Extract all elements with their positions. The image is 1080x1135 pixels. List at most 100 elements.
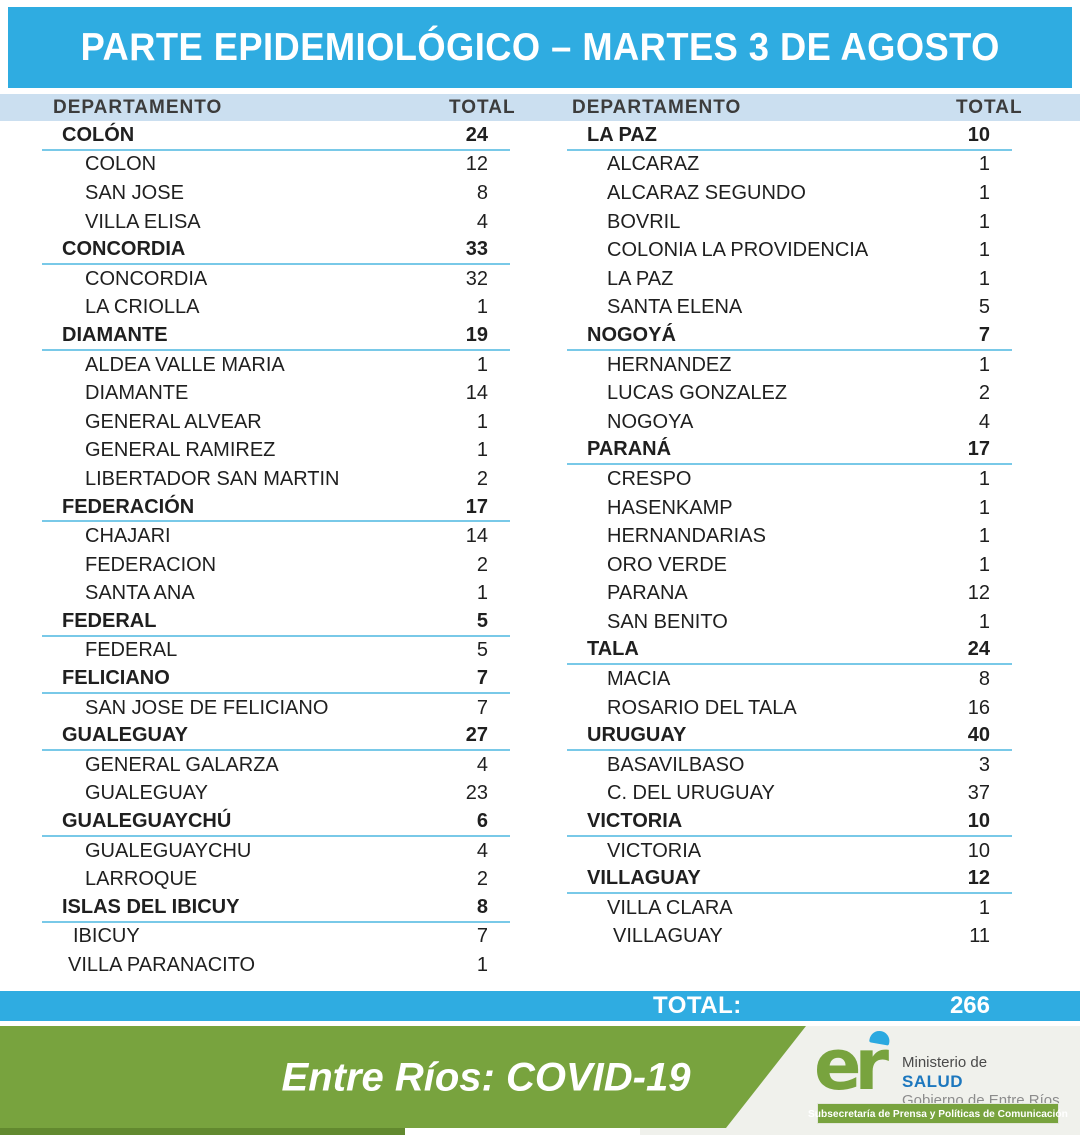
locality-name: GUALEGUAY [85,782,208,805]
locality-name: VICTORIA [607,839,702,862]
locality-name: ALCARAZ SEGUNDO [607,181,806,204]
footer-green-banner [0,1026,806,1128]
locality-total: 1 [476,296,488,319]
locality-name: CONCORDIA [85,267,208,290]
locality-name: NOGOYA [607,410,694,433]
locality-row: ALCARAZ 1 [567,151,1012,180]
locality-total: 1 [978,210,990,233]
department-total: 7 [476,667,488,690]
footer-slogan: Entre Ríos: COVID-19 [281,1055,691,1100]
department-total: 24 [465,123,488,146]
title-banner: PARTE EPIDEMIOLÓGICO – MARTES 3 DE AGOST… [8,7,1072,88]
department-name: GUALEGUAY [62,724,188,747]
locality-name: C. DEL URUGUAY [607,782,775,805]
locality-row: IBICUY 7 [42,923,510,952]
locality-total: 1 [476,439,488,462]
department-name: TALA [587,638,639,661]
locality-row: GUALEGUAYCHU 4 [42,837,510,866]
locality-name: LUCAS GONZALEZ [607,382,788,405]
department-name: DIAMANTE [62,323,168,346]
locality-name: LA CRIOLLA [85,296,200,319]
locality-row: LARROQUE 2 [42,865,510,894]
grand-total-bar: TOTAL: 266 [0,991,1080,1021]
department-name: FELICIANO [62,667,170,690]
department-name: FEDERAL [62,609,157,632]
department-total: 27 [465,724,488,747]
locality-total: 4 [476,753,488,776]
locality-total: 1 [978,553,990,576]
department-name: URUGUAY [587,724,687,747]
ministry-line2: SALUD [902,1071,964,1091]
department-name: PARANÁ [587,438,672,461]
locality-total: 14 [465,525,488,548]
locality-total: 1 [978,896,990,919]
department-name: NOGOYÁ [587,323,676,346]
ministry-line1: Ministerio de [902,1054,988,1071]
locality-row: ALDEA VALLE MARIA 1 [42,351,510,380]
department-name: COLÓN [62,123,135,146]
locality-name: GENERAL ALVEAR [85,410,262,433]
locality-total: 1 [978,181,990,204]
locality-total: 4 [476,210,488,233]
department-name: VILLAGUAY [587,867,701,890]
department-total: 33 [465,238,488,261]
department-row: GUALEGUAY 27 [42,722,510,752]
locality-total: 8 [978,668,990,691]
department-row: GUALEGUAYCHÚ 6 [42,808,510,837]
locality-row: SANTA ANA 1 [42,580,510,609]
locality-total: 32 [465,267,488,290]
department-total: 17 [967,438,990,461]
locality-name: COLONIA LA PROVIDENCIA [607,239,869,262]
locality-row: VICTORIA 10 [567,837,1012,866]
locality-name: VILLA PARANACITO [68,954,256,977]
locality-row: VILLA ELISA 4 [42,208,510,237]
locality-row: BASAVILBASO 3 [567,751,1012,780]
locality-row: NOGOYA 4 [567,408,1012,437]
footer-bottom-strip [0,1128,405,1135]
locality-name: SAN JOSE DE FELICIANO [85,696,329,719]
locality-row: FEDERACION 2 [42,551,510,580]
locality-row: SAN JOSE 8 [42,179,510,208]
locality-total: 3 [978,753,990,776]
locality-name: IBICUY [73,925,140,948]
locality-row: SAN BENITO 1 [567,608,1012,637]
department-name: GUALEGUAYCHÚ [62,810,232,833]
locality-total: 1 [978,239,990,262]
locality-total: 1 [978,610,990,633]
locality-name: HERNANDEZ [607,353,732,376]
page-title: PARTE EPIDEMIOLÓGICO – MARTES 3 DE AGOST… [80,26,1000,69]
locality-total: 2 [476,868,488,891]
department-total: 5 [476,609,488,632]
locality-total: 1 [978,153,990,176]
locality-total: 14 [465,382,488,405]
grand-total-value: 266 [949,992,990,1019]
locality-total: 12 [967,582,990,605]
locality-row: GUALEGUAY 23 [42,780,510,809]
department-row: NOGOYÁ 7 [567,322,1012,351]
locality-total: 7 [476,925,488,948]
subsecretaria-label: Subsecretaría de Prensa y Políticas de C… [808,1107,1068,1120]
locality-row: ROSARIO DEL TALA 16 [567,694,1012,723]
department-row: CONCORDIA 33 [42,236,510,265]
locality-name: SAN BENITO [607,610,728,633]
locality-total: 10 [967,839,990,862]
locality-total: 1 [978,525,990,548]
locality-row: PARANA 12 [567,580,1012,609]
locality-total: 1 [476,410,488,433]
locality-row: LUCAS GONZALEZ 2 [567,379,1012,408]
locality-row: ORO VERDE 1 [567,551,1012,580]
department-total: 6 [476,810,488,833]
locality-row: COLONIA LA PROVIDENCIA 1 [567,236,1012,265]
locality-row: CONCORDIA 32 [42,265,510,294]
department-total: 17 [465,495,488,518]
locality-name: LIBERTADOR SAN MARTIN [85,467,340,490]
column-header-total-left: TOTAL [449,97,516,118]
locality-row: C. DEL URUGUAY 37 [567,780,1012,809]
locality-row: HERNANDARIAS 1 [567,522,1012,551]
locality-name: ALDEA VALLE MARIA [85,353,285,376]
locality-row: COLON 12 [42,151,510,180]
column-header-total-right: TOTAL [956,97,1023,118]
locality-total: 2 [978,382,990,405]
locality-total: 1 [476,582,488,605]
locality-total: 11 [969,925,990,948]
